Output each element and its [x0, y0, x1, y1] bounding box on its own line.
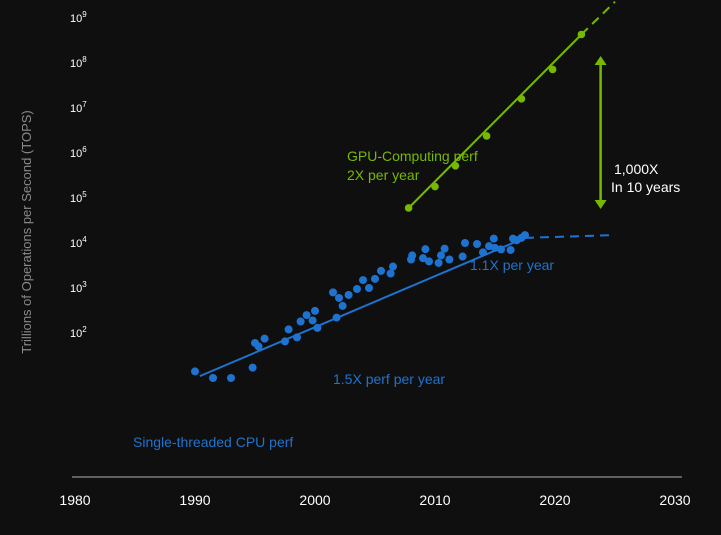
cpu-data-point: [521, 231, 529, 240]
cpu-data-point: [489, 234, 498, 243]
y-tick-labels: 102 103 104 105 106 107 108 109: [70, 10, 87, 340]
cpu-data-point: [491, 243, 499, 252]
trend-line: [407, 33, 583, 209]
x-tick-label: 1980: [59, 492, 90, 508]
cpu-data-point: [344, 290, 353, 299]
cpu-data-point: [308, 316, 317, 325]
gpu-data-point: [548, 65, 557, 74]
cpu-growth-mid-label: 1.5X perf per year: [333, 371, 445, 387]
cpu-data-point: [386, 269, 395, 278]
cpu-data-point: [485, 242, 493, 251]
data-points: [191, 30, 586, 382]
y-tick-label: 108: [70, 55, 87, 70]
x-tick-label: 1990: [179, 492, 210, 508]
y-tick-label: 106: [70, 145, 87, 160]
y-tick-label: 107: [70, 100, 87, 115]
y-axis-label: Trillions of Operations per Second (TOPS…: [19, 110, 34, 354]
cpu-data-point: [353, 285, 361, 294]
gpu-data-point: [431, 182, 439, 191]
trend-lines: [199, 1, 616, 378]
gpu-data-point: [482, 132, 491, 140]
cpu-data-point: [311, 306, 319, 315]
cpu-data-point: [389, 262, 397, 271]
gpu-data-point: [517, 95, 526, 103]
cpu-data-point: [260, 334, 269, 343]
cpu-data-point: [421, 245, 430, 254]
y-tick-label: 105: [70, 190, 87, 205]
cpu-data-point: [296, 317, 305, 326]
cpu-data-point: [458, 252, 467, 261]
x-tick-label: 2020: [539, 492, 570, 508]
cpu-data-point: [461, 239, 469, 247]
cpu-data-point: [284, 325, 293, 334]
cpu-data-point: [506, 245, 515, 254]
cpu-data-point: [227, 374, 235, 382]
projection-line: [580, 1, 616, 36]
gap-arrow: [594, 56, 607, 209]
cpu-data-point: [377, 266, 385, 275]
cpu-data-point: [440, 244, 449, 253]
cpu-data-point: [338, 301, 347, 310]
cpu-data-point: [419, 254, 427, 263]
cpu-data-point: [479, 248, 487, 257]
y-tick-label: 104: [70, 235, 87, 250]
gap-label-line1: 1,000X: [614, 161, 659, 177]
cpu-data-point: [209, 374, 217, 382]
x-tick-label: 2010: [419, 492, 450, 508]
y-tick-label: 109: [70, 10, 87, 25]
cpu-data-point: [445, 255, 454, 264]
projection-line: [524, 234, 616, 239]
gpu-series-label-line2: 2X per year: [347, 167, 420, 183]
x-tick-label: 2000: [299, 492, 330, 508]
cpu-data-point: [329, 288, 337, 297]
cpu-data-point: [281, 337, 289, 346]
cpu-data-point: [425, 257, 433, 266]
cpu-data-point: [434, 258, 443, 267]
gpu-data-point: [451, 161, 460, 170]
cpu-series-label: Single-threaded CPU perf: [133, 434, 293, 450]
gpu-data-point: [577, 30, 586, 39]
cpu-data-point: [332, 313, 341, 322]
cpu-data-point: [408, 251, 417, 260]
gpu-series-label-line1: GPU-Computing perf: [347, 148, 478, 164]
cpu-data-point: [293, 333, 301, 342]
cpu-data-point: [313, 323, 322, 332]
cpu-data-point: [365, 284, 373, 292]
gpu-data-point: [404, 204, 413, 212]
y-tick-label: 103: [70, 280, 87, 295]
cpu-data-point: [473, 240, 481, 249]
cpu-data-point: [371, 274, 379, 283]
x-tick-label: 2030: [659, 492, 690, 508]
cpu-data-point: [302, 311, 311, 320]
y-tick-label: 102: [70, 325, 87, 340]
cpu-data-point: [437, 251, 445, 260]
x-tick-labels: 1980 1990 2000 2010 2020 2030: [59, 492, 690, 508]
cpu-data-point: [359, 276, 367, 285]
trend-line: [199, 236, 526, 378]
cpu-data-point: [254, 342, 263, 351]
cpu-data-point: [497, 245, 505, 254]
gap-label-line2: In 10 years: [611, 179, 680, 195]
cpu-data-point: [335, 293, 343, 302]
cpu-data-point: [191, 367, 199, 376]
cpu-data-point: [248, 363, 257, 372]
cpu-growth-late-label: 1.1X per year: [470, 257, 554, 273]
